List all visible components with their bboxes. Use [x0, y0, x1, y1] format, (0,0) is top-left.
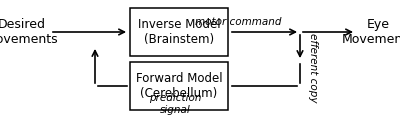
Bar	[130, 8, 228, 56]
Text: efferent copy: efferent copy	[308, 33, 318, 103]
Text: (Cerebellum): (Cerebellum)	[140, 86, 218, 99]
Text: Eye
Movements: Eye Movements	[342, 18, 400, 46]
Bar	[130, 62, 228, 110]
Text: Desired
Movements: Desired Movements	[0, 18, 58, 46]
Text: Forward Model: Forward Model	[136, 72, 222, 86]
Text: (Brainstem): (Brainstem)	[144, 32, 214, 46]
Text: prediction
signal: prediction signal	[149, 93, 201, 115]
Text: Inverse Model: Inverse Model	[138, 19, 220, 32]
Text: motor command: motor command	[195, 17, 281, 27]
